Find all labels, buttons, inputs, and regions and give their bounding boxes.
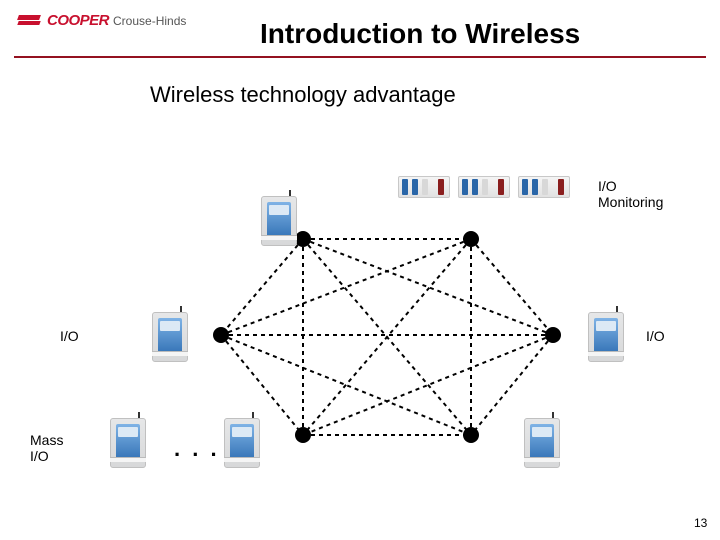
page-number: 13	[694, 516, 707, 530]
radio-device-icon	[152, 306, 188, 362]
label-io-right: I/O	[646, 328, 665, 344]
title-underline	[14, 56, 706, 58]
io-module-icon	[398, 176, 450, 198]
label-io-monitoring: I/OMonitoring	[598, 178, 663, 210]
label-io-left: I/O	[60, 328, 79, 344]
logo-flag-icon	[18, 15, 40, 25]
io-module-icon	[518, 176, 570, 198]
radio-device-icon	[261, 190, 297, 246]
ellipsis-icon: . . .	[174, 436, 220, 462]
mesh-diagram	[0, 0, 720, 540]
label-mass-io: MassI/O	[30, 432, 63, 464]
company-logo: COOPER Crouse-Hinds	[18, 12, 186, 29]
io-module-icon	[458, 176, 510, 198]
page-subtitle: Wireless technology advantage	[150, 82, 456, 108]
radio-device-icon	[110, 412, 146, 468]
radio-device-icon	[224, 412, 260, 468]
radio-device-icon	[588, 306, 624, 362]
page-title: Introduction to Wireless	[260, 18, 580, 50]
slide: COOPER Crouse-Hinds Introduction to Wire…	[0, 0, 720, 540]
logo-sub-text: Crouse-Hinds	[113, 14, 186, 28]
radio-device-icon	[524, 412, 560, 468]
logo-brand-text: COOPER	[47, 12, 109, 29]
